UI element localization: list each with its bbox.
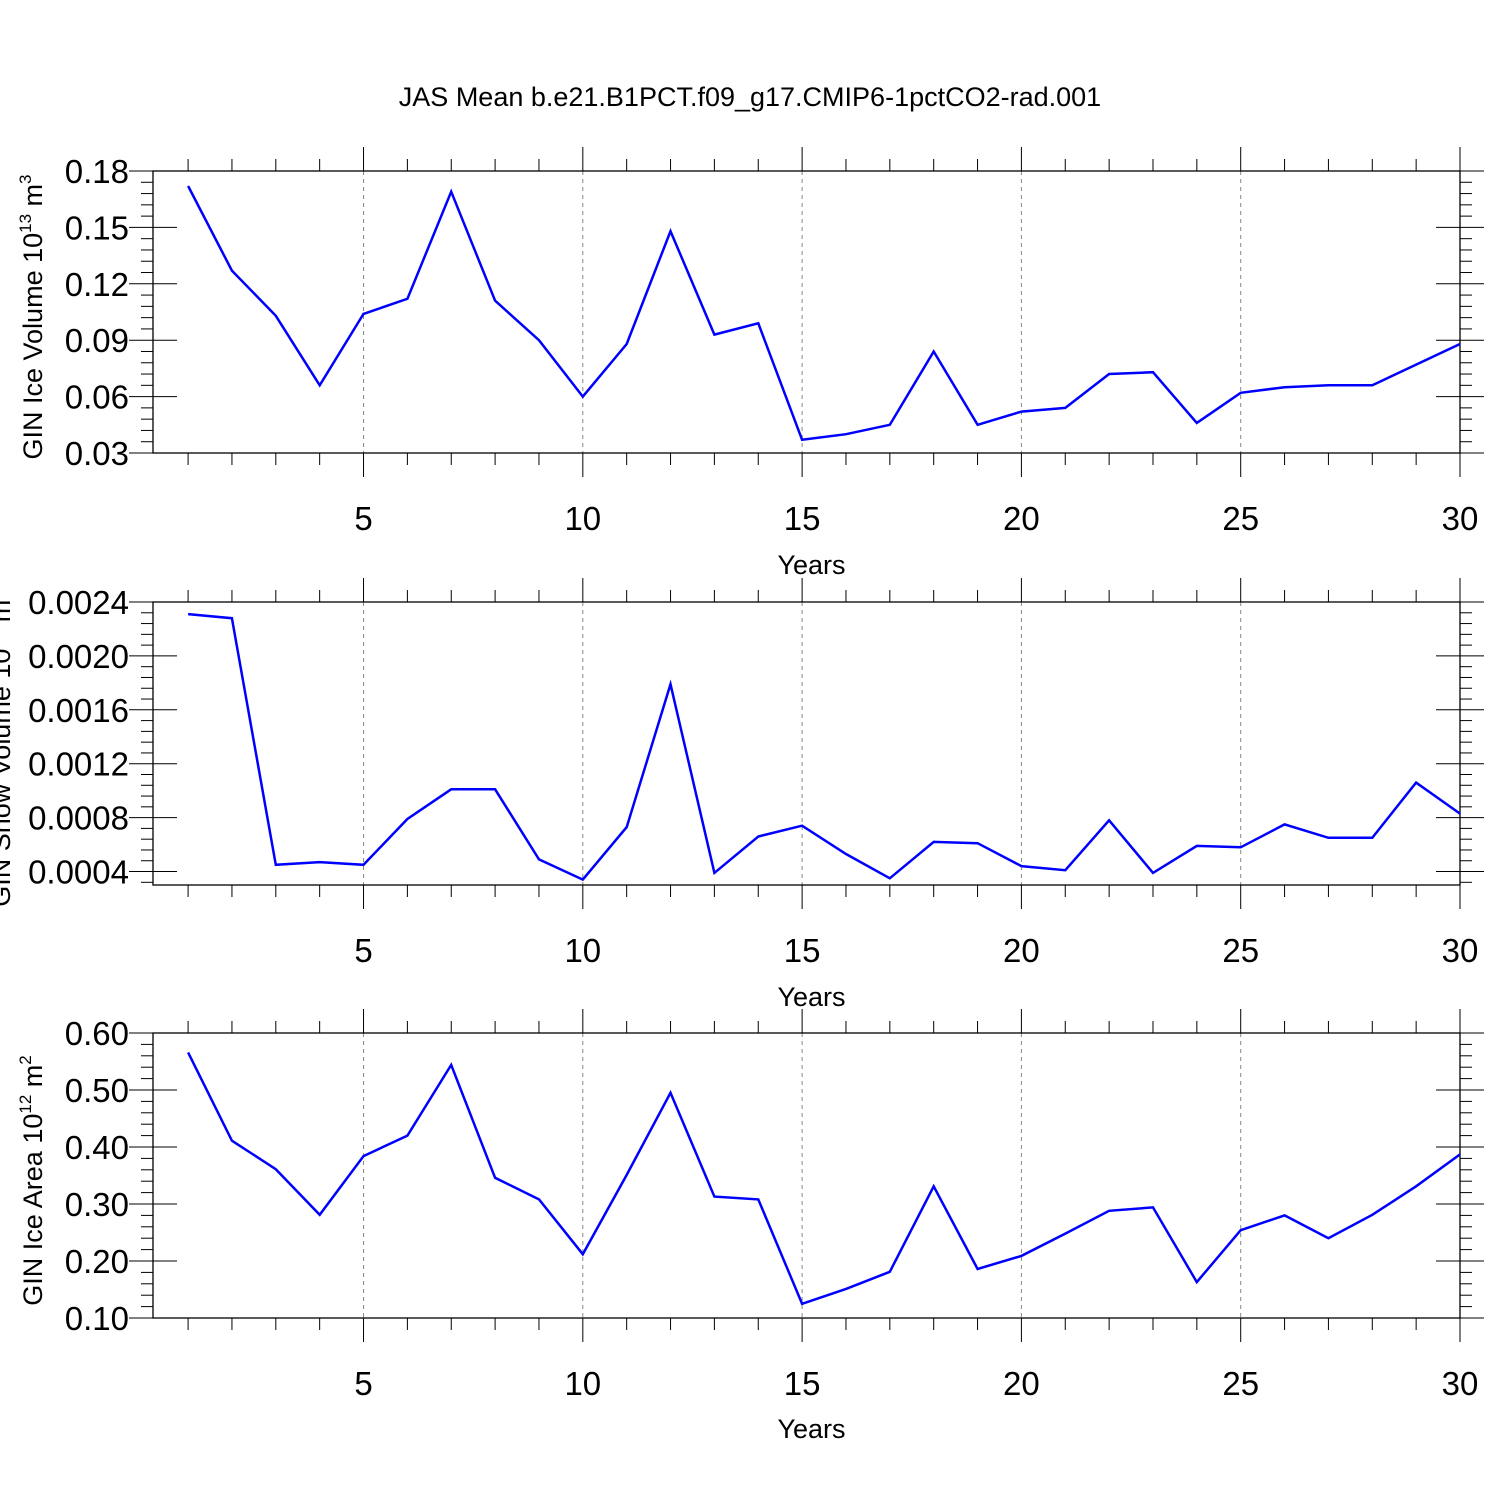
y-tick-label: 0.60: [65, 1015, 129, 1052]
plot-frame: [152, 1032, 1461, 1319]
y-axis-label-part: GIN Snow Volume 10: [0, 649, 16, 907]
chart-panel-1: 0.03 0.06 0.09 0.12 0.15 0.18 5 10 15 20 25 30 Years…: [16, 147, 1484, 580]
chart-panel-3: 0.10 0.20 0.30 0.40 0.50 0.60 5 10 15 20 25 30 Years…: [16, 1009, 1484, 1444]
x-tick-label: 30: [1442, 500, 1479, 537]
x-tick-label: 20: [1003, 932, 1040, 969]
series-line: [186, 185, 1461, 442]
series-line: [187, 612, 1461, 882]
x-tick-label: 15: [784, 500, 821, 537]
y-axis-label: GIN Snow Volume 1013 m3: [0, 590, 16, 907]
y-axis-label-part: 3: [16, 174, 35, 183]
plot-frame: [152, 170, 1461, 454]
y-axis-label-part: m: [18, 1065, 48, 1095]
y-axis-label-part: 13: [16, 214, 35, 233]
y-axis-label-part: 3: [0, 590, 3, 599]
series-line: [186, 1051, 1461, 1306]
y-tick-label: 0.09: [65, 322, 129, 359]
y-axis-label: GIN Ice Volume 1013 m3: [16, 174, 48, 459]
x-tick-label: 15: [784, 1365, 821, 1402]
y-tick-label: 0.12: [65, 266, 129, 303]
x-tick-label: 30: [1442, 1365, 1479, 1402]
y-tick-label: 0.18: [65, 153, 129, 190]
figure-title: JAS Mean b.e21.B1PCT.f09_g17.CMIP6-1pctC…: [399, 82, 1101, 112]
x-axis-label: Years: [777, 550, 845, 580]
y-axis-label-part: GIN Ice Volume 10: [18, 233, 48, 460]
y-tick-label: 0.0004: [28, 854, 129, 891]
y-tick-label: 0.03: [65, 435, 129, 472]
x-tick-label: 10: [564, 1365, 601, 1402]
panels: 0.030.060.090.120.150.185 10 15 20 25 30Years…: [0, 147, 1484, 1444]
y-axis-label-part: 2: [16, 1055, 35, 1064]
y-tick-label: 0.0012: [28, 746, 129, 783]
y-axis-label: GIN Ice Area 1012 m2: [16, 1055, 48, 1306]
x-tick-label: 30: [1442, 932, 1479, 969]
y-axis-label-part: GIN Ice Area 10: [18, 1114, 48, 1306]
y-tick-label: 0.06: [65, 379, 129, 416]
chart-panel-2: 0.0004 0.0008 0.0012 0.0016 0.0020 0.0024 5 10 1…: [0, 578, 1484, 1012]
y-axis-label-part: m: [0, 600, 16, 630]
y-axis-label-part: 12: [16, 1095, 35, 1114]
plot-frame: [152, 601, 1461, 886]
y-axis-label-part: 13: [0, 630, 3, 649]
x-tick-label: 10: [564, 500, 601, 537]
y-tick-label: 0.10: [65, 1300, 129, 1337]
y-tick-label: 0.0020: [28, 638, 129, 675]
x-tick-label: 5: [354, 932, 372, 969]
x-tick-label: 10: [564, 932, 601, 969]
x-tick-label: 20: [1003, 500, 1040, 537]
x-tick-label: 5: [354, 500, 372, 537]
y-axis-label-part: m: [18, 184, 48, 214]
y-tick-label: 0.0016: [28, 692, 129, 729]
x-tick-label: 25: [1222, 1365, 1259, 1402]
x-tick-label: 20: [1003, 1365, 1040, 1402]
y-tick-label: 0.15: [65, 209, 129, 246]
y-tick-label: 0.40: [65, 1129, 129, 1166]
y-tick-label: 0.20: [65, 1243, 129, 1280]
x-tick-label: 15: [784, 932, 821, 969]
y-tick-label: 0.50: [65, 1072, 129, 1109]
y-tick-label: 0.0024: [28, 584, 129, 621]
y-tick-label: 0.0008: [28, 800, 129, 837]
x-axis-label: Years: [777, 1414, 845, 1444]
x-tick-label: 5: [354, 1365, 372, 1402]
x-tick-label: 25: [1222, 932, 1259, 969]
x-axis-label: Years: [777, 982, 845, 1012]
y-tick-label: 0.30: [65, 1186, 129, 1223]
x-tick-label: 25: [1222, 500, 1259, 537]
